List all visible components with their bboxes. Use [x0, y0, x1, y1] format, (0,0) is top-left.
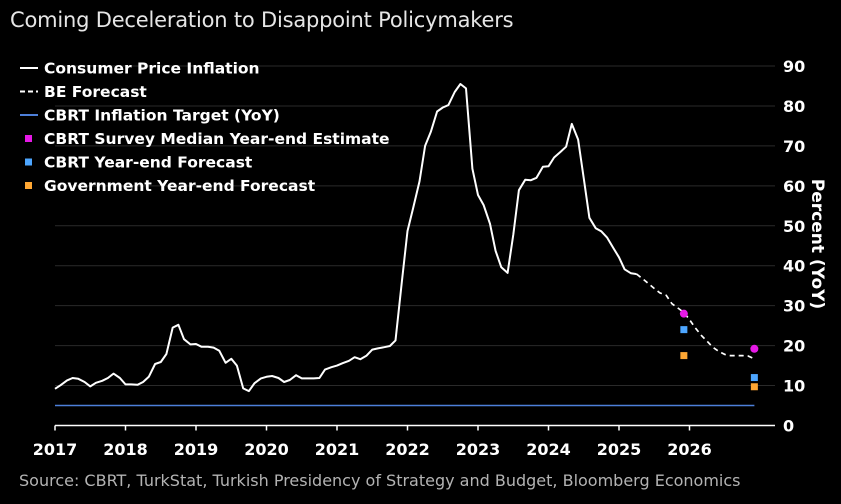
x-tick-label: 2019 [174, 440, 219, 459]
source-note: Source: CBRT, TurkStat, Turkish Presiden… [19, 471, 741, 490]
forecast-series [636, 273, 755, 360]
legend-label: BE Forecast [44, 83, 147, 101]
y-tick-label: 70 [783, 137, 805, 156]
x-tick-label: 2022 [385, 440, 430, 459]
chart-title: Coming Deceleration to Disappoint Policy… [10, 8, 514, 32]
y-axis: 0 10 20 30 40 50 60 70 80 90 [783, 57, 805, 436]
x-tick-label: 2018 [103, 440, 148, 459]
x-tick-label: 2025 [597, 440, 642, 459]
y-tick-label: 0 [783, 417, 794, 436]
survey-marker [679, 309, 688, 318]
y-tick-label: 30 [783, 297, 805, 316]
x-tick-label: 2017 [33, 440, 78, 459]
x-tick-label: 2020 [244, 440, 289, 459]
marker-series [679, 309, 759, 391]
y-tick-label: 20 [783, 337, 805, 356]
legend-swatch-square [25, 182, 32, 189]
cbrt-forecast-marker [750, 374, 758, 382]
x-tick-label: 2023 [456, 440, 501, 459]
y-tick-label: 80 [783, 97, 805, 116]
y-tick-label: 50 [783, 217, 805, 236]
y-axis-label: Percent (YoY) [807, 179, 827, 309]
survey-marker [750, 344, 759, 353]
x-axis: 2017 2018 2019 2020 2021 2022 2023 2024 2025 2026 [33, 424, 775, 459]
forecast-line [636, 273, 755, 360]
legend-swatch-square [25, 135, 32, 142]
legend-swatch-square [25, 158, 32, 166]
y-tick-label: 40 [783, 257, 805, 276]
government-forecast-marker [680, 352, 688, 360]
x-tick-label: 2024 [526, 440, 571, 459]
legend-label: Government Year-end Forecast [44, 177, 316, 195]
legend: Consumer Price Inflation BE Forecast CBRT … [20, 60, 390, 195]
y-tick-label: 10 [783, 377, 805, 396]
legend-label: Consumer Price Inflation [44, 60, 260, 78]
legend-label: CBRT Inflation Target (YoY) [44, 107, 280, 125]
legend-label: CBRT Year-end Forecast [44, 154, 253, 172]
cbrt-forecast-marker [680, 326, 688, 334]
legend-label: CBRT Survey Median Year-end Estimate [44, 130, 390, 148]
cpi-line [54, 83, 637, 393]
x-tick-label: 2021 [315, 440, 360, 459]
gridlines [55, 65, 775, 387]
y-tick-label: 90 [783, 57, 805, 76]
y-tick-label: 60 [783, 177, 805, 196]
government-forecast-marker [750, 383, 758, 391]
cpi-series [54, 83, 637, 393]
x-tick-label: 2026 [667, 440, 712, 459]
